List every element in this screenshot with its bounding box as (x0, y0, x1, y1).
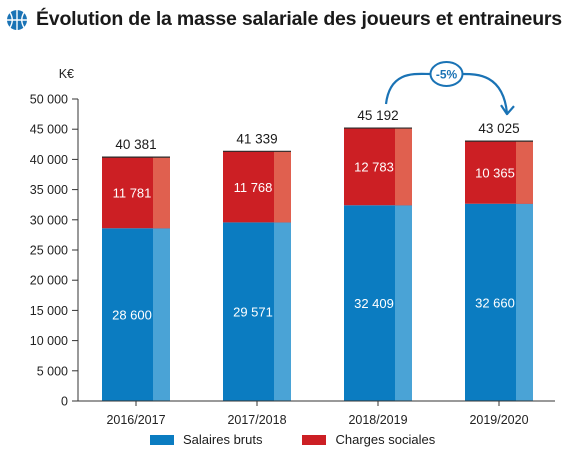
y-tick-label: 50 000 (30, 93, 68, 107)
chart-title: Évolution de la masse salariale des joue… (36, 8, 562, 30)
bar-charges-shade (395, 128, 412, 206)
bar-charges-shade (153, 157, 170, 229)
data-label-salaires: 28 600 (112, 308, 152, 323)
data-label-charges: 11 781 (113, 186, 152, 201)
y-tick-label: 40 000 (30, 153, 68, 167)
data-label-total: 45 192 (357, 108, 398, 123)
data-label-charges: 10 365 (475, 165, 515, 180)
data-label-charges: 12 783 (354, 160, 394, 175)
data-label-charges: 11 768 (234, 180, 273, 195)
data-label-salaires: 29 571 (233, 305, 273, 320)
x-tick-label: 2016/2017 (106, 413, 165, 427)
x-tick-label: 2017/2018 (227, 413, 286, 427)
bar-salaires-shade (153, 228, 170, 401)
y-tick-label: 15 000 (30, 304, 68, 318)
legend-swatch-charges (302, 434, 327, 445)
data-label-salaires: 32 409 (354, 296, 394, 311)
data-label-total: 40 381 (115, 137, 156, 152)
annotation-badge (429, 61, 464, 87)
data-label-total: 41 339 (236, 131, 277, 146)
bar-salaires-shade (274, 222, 291, 401)
y-tick-label: 30 000 (30, 213, 68, 227)
y-tick-label: 5 000 (37, 364, 68, 378)
legend-item-charges: Charges sociales (302, 432, 435, 447)
y-tick-label: 45 000 (30, 123, 68, 137)
y-tick-label: 20 000 (30, 274, 68, 288)
x-tick-label: 2019/2020 (469, 413, 528, 427)
annotation-arrow-path (384, 72, 509, 114)
annotation-label: -5% (436, 68, 458, 82)
x-tick-label: 2018/2019 (348, 413, 407, 427)
bar-charges-shade (516, 141, 533, 204)
bar-salaires-shade (395, 205, 412, 401)
data-label-total: 43 025 (478, 121, 519, 136)
legend-item-salaires: Salaires bruts (150, 432, 262, 447)
y-tick-label: 25 000 (30, 244, 68, 258)
legend-label-charges: Charges sociales (335, 432, 436, 447)
bar-charges-shade (274, 151, 291, 223)
legend-swatch-salaires (150, 434, 174, 445)
y-tick-label: 10 000 (30, 334, 68, 348)
title-row: Évolution de la masse salariale des joue… (6, 8, 562, 31)
basketball-icon (7, 9, 27, 30)
legend-label-salaires: Salaires bruts (183, 432, 263, 447)
y-axis-unit: K€ (59, 67, 74, 81)
legend: Salaires bruts Charges sociales (150, 432, 475, 447)
y-tick-label: 35 000 (30, 183, 68, 197)
bar-salaires-shade (516, 203, 533, 401)
y-tick-label: 0 (61, 395, 68, 409)
annotation-arrowhead (500, 104, 515, 116)
data-label-salaires: 32 660 (475, 295, 515, 310)
